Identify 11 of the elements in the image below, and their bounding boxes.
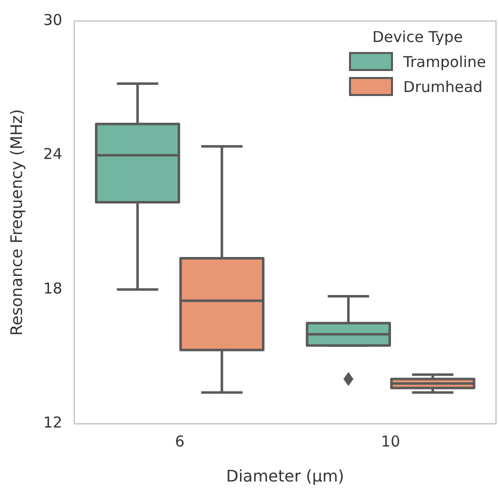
y-axis-title: Resonance Frequency (MHz) xyxy=(6,109,26,336)
y-tick-label: 30 xyxy=(43,10,62,29)
x-axis-title: Diameter (µm) xyxy=(226,466,344,486)
y-tick-label: 18 xyxy=(43,279,62,298)
legend-title: Device Type xyxy=(371,28,464,46)
y-tick-label: 24 xyxy=(43,145,62,164)
x-tick-label: 10 xyxy=(381,432,400,451)
y-tick-label: 12 xyxy=(43,414,62,432)
legend-label: Trampoline xyxy=(403,52,486,70)
legend-label: Drumhead xyxy=(403,78,483,96)
x-tick-label: 6 xyxy=(174,432,184,451)
